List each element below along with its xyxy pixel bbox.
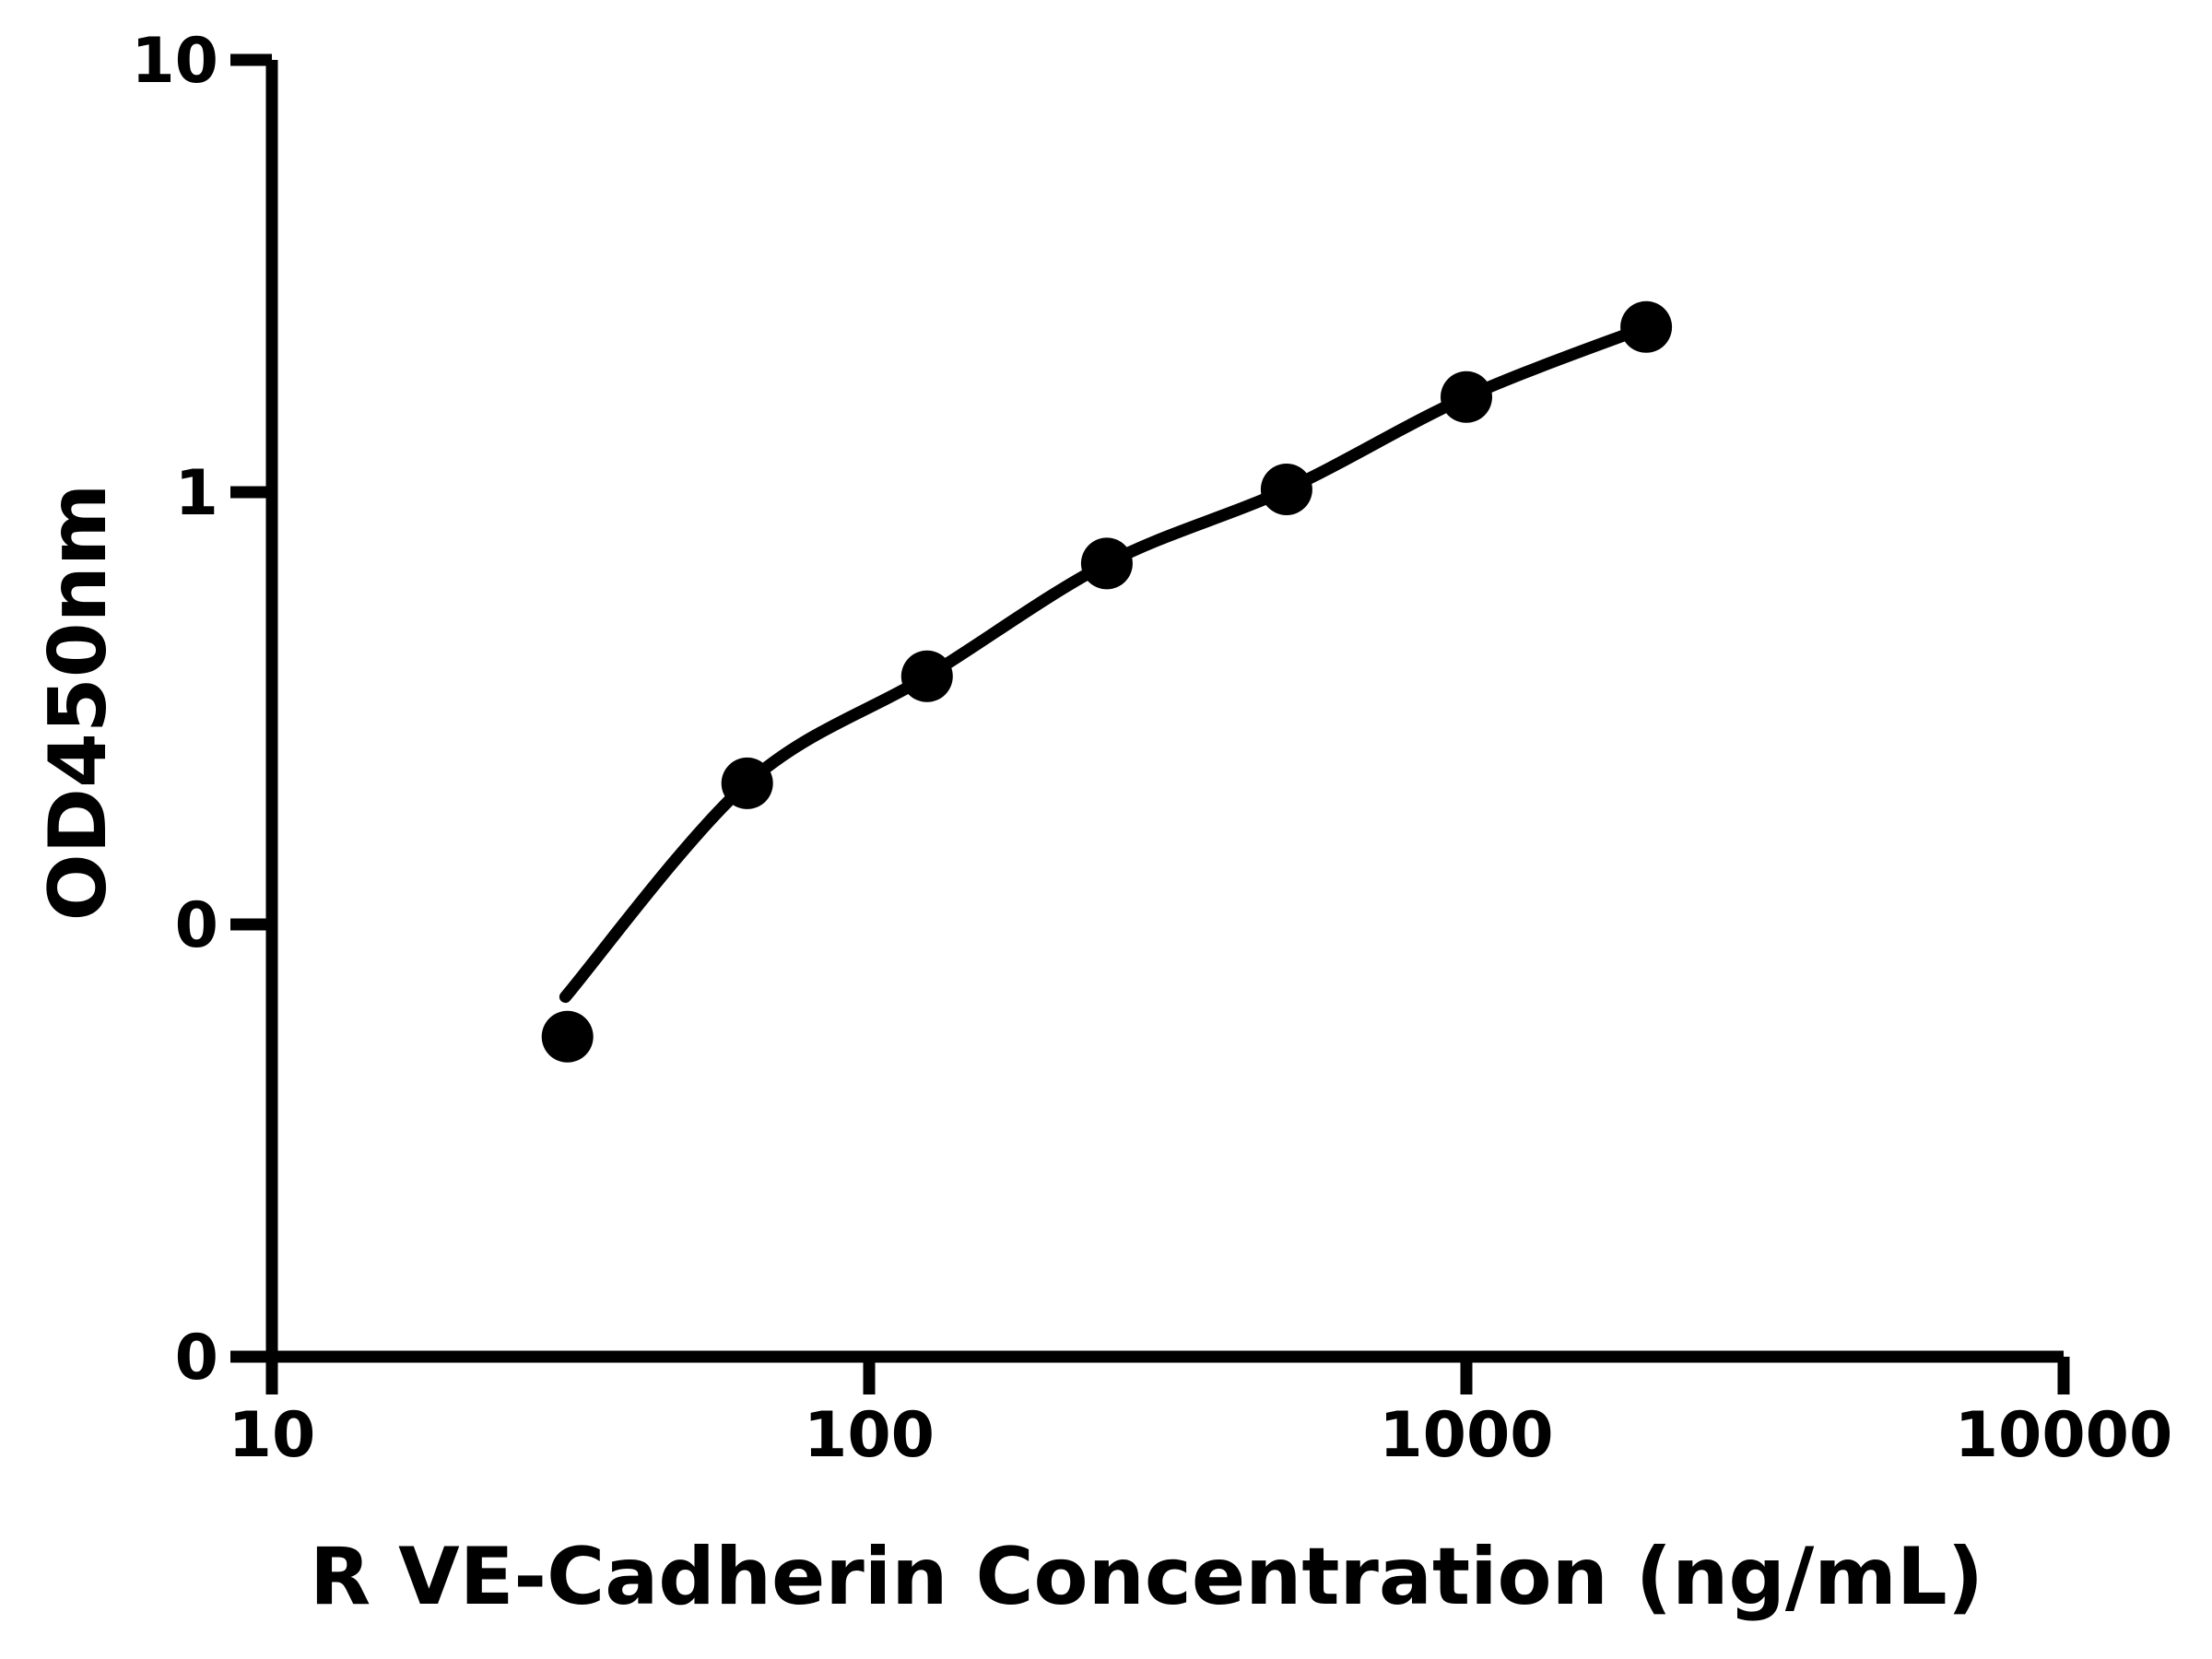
fit-curve — [559, 321, 1653, 1004]
data-point — [541, 1010, 594, 1063]
data-point — [1620, 300, 1673, 353]
data-point — [1260, 464, 1312, 515]
y-tick-label: 0 — [175, 889, 218, 962]
data-point — [1441, 371, 1492, 423]
axes-layer — [230, 53, 2070, 1394]
x-tick-label: 10000 — [1955, 1399, 2173, 1472]
y-axis-title: OD450nm — [32, 484, 124, 922]
x-tick-label: 10 — [229, 1399, 316, 1472]
y-tick-label: 1 — [175, 457, 218, 530]
data-point — [721, 757, 773, 809]
y-tick-label: 10 — [131, 25, 218, 98]
x-tick-label: 100 — [804, 1399, 935, 1472]
fit-curve-layer — [559, 321, 1653, 1004]
data-points-layer — [541, 300, 1673, 1063]
x-tick-label: 1000 — [1379, 1399, 1553, 1472]
x-axis-title: R VE-Cadherin Concentration (ng/mL) — [310, 1531, 1983, 1623]
data-point — [1080, 537, 1133, 590]
data-point — [900, 650, 953, 702]
y-tick-label: 0 — [175, 1322, 218, 1394]
